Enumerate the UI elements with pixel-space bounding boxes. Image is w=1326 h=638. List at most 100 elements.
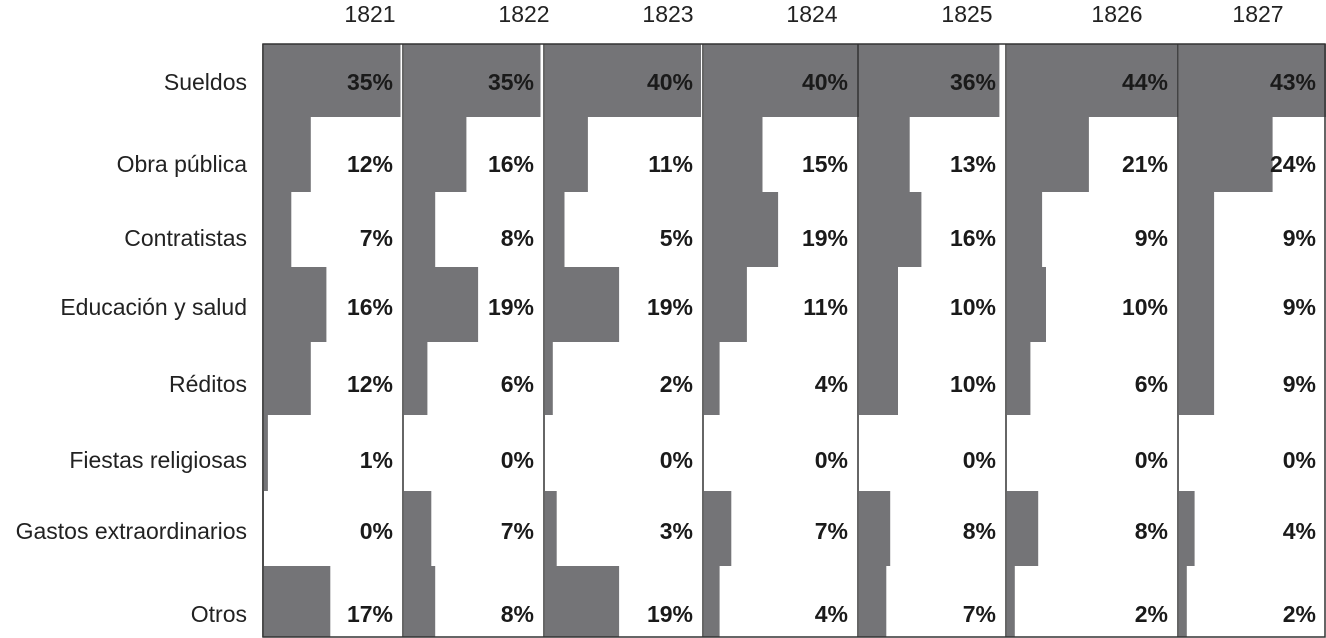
value-label-1823-7: 3%	[660, 518, 693, 544]
value-label-1823-1: 40%	[647, 69, 693, 95]
bar-1822-4	[404, 267, 479, 342]
value-label-1822-7: 7%	[501, 518, 534, 544]
value-label-1826-1: 44%	[1122, 69, 1168, 95]
bar-1822-1	[404, 44, 541, 117]
bar-1827-5	[1179, 342, 1215, 415]
value-label-1827-3: 9%	[1283, 225, 1316, 251]
bar-1824-5	[704, 342, 720, 415]
bar-1827-7	[1179, 491, 1195, 566]
value-label-1826-4: 10%	[1122, 294, 1168, 320]
value-label-1822-5: 6%	[501, 371, 534, 397]
value-label-1825-6: 0%	[963, 447, 996, 473]
value-label-1823-5: 2%	[660, 371, 693, 397]
bar-1822-3	[404, 192, 436, 267]
value-label-1821-8: 17%	[347, 601, 393, 627]
value-label-1821-6: 1%	[360, 447, 393, 473]
value-label-1822-6: 0%	[501, 447, 534, 473]
bar-1824-2	[704, 117, 763, 192]
bar-1825-4	[859, 267, 898, 342]
value-label-1825-3: 16%	[950, 225, 996, 251]
category-label-2: Obra pública	[117, 151, 248, 177]
value-label-1826-6: 0%	[1135, 447, 1168, 473]
value-label-1827-8: 2%	[1283, 601, 1316, 627]
bar-1823-8	[545, 566, 620, 637]
bar-1827-3	[1179, 192, 1215, 267]
value-label-1824-6: 0%	[815, 447, 848, 473]
value-label-1825-4: 10%	[950, 294, 996, 320]
chart-frame	[262, 43, 1326, 638]
value-label-1826-7: 8%	[1135, 518, 1168, 544]
category-label-1: Sueldos	[164, 69, 247, 95]
value-label-1823-4: 19%	[647, 294, 693, 320]
bar-1825-2	[859, 117, 910, 192]
year-label-1821: 1821	[344, 1, 395, 27]
bar-1824-4	[704, 267, 747, 342]
value-label-1822-1: 35%	[488, 69, 534, 95]
value-label-1821-2: 12%	[347, 151, 393, 177]
value-label-1823-8: 19%	[647, 601, 693, 627]
bar-1821-6	[264, 415, 268, 491]
bar-1825-8	[859, 566, 887, 637]
bar-1826-2	[1007, 117, 1089, 192]
bar-1824-8	[704, 566, 720, 637]
bar-1823-1	[545, 44, 701, 117]
value-label-1826-2: 21%	[1122, 151, 1168, 177]
bar-1824-3	[704, 192, 779, 267]
bar-1827-1	[1179, 44, 1326, 117]
bar-1822-7	[404, 491, 432, 566]
bar-1826-5	[1007, 342, 1031, 415]
value-label-1825-7: 8%	[963, 518, 996, 544]
value-label-1824-2: 15%	[802, 151, 848, 177]
year-label-1825: 1825	[941, 1, 992, 27]
value-label-1827-5: 9%	[1283, 371, 1316, 397]
year-label-1827: 1827	[1232, 1, 1283, 27]
value-label-1824-7: 7%	[815, 518, 848, 544]
value-label-1827-6: 0%	[1283, 447, 1316, 473]
value-label-1826-5: 6%	[1135, 371, 1168, 397]
category-label-4: Educación y salud	[60, 294, 247, 320]
bar-1823-7	[545, 491, 557, 566]
bar-1825-3	[859, 192, 922, 267]
value-label-1827-1: 43%	[1270, 69, 1316, 95]
value-label-1823-3: 5%	[660, 225, 693, 251]
bar-1827-2	[1179, 117, 1273, 192]
value-label-1824-5: 4%	[815, 371, 848, 397]
value-label-1827-4: 9%	[1283, 294, 1316, 320]
bar-1826-8	[1007, 566, 1015, 637]
bar-1826-3	[1007, 192, 1043, 267]
bar-1821-1	[264, 44, 401, 117]
value-label-1825-1: 36%	[950, 69, 996, 95]
bar-1821-5	[264, 342, 311, 415]
category-label-8: Otros	[191, 601, 247, 627]
value-label-1826-3: 9%	[1135, 225, 1168, 251]
year-label-1824: 1824	[786, 1, 837, 27]
bar-1826-1	[1007, 44, 1179, 117]
year-label-1826: 1826	[1091, 1, 1142, 27]
category-label-3: Contratistas	[124, 225, 247, 251]
value-label-1821-7: 0%	[360, 518, 393, 544]
bar-1825-1	[859, 44, 1000, 117]
bar-1823-2	[545, 117, 588, 192]
bar-1823-4	[545, 267, 620, 342]
value-label-1825-8: 7%	[963, 601, 996, 627]
value-label-1827-7: 4%	[1283, 518, 1316, 544]
value-label-1822-3: 8%	[501, 225, 534, 251]
value-label-1826-8: 2%	[1135, 601, 1168, 627]
bar-1826-4	[1007, 267, 1046, 342]
value-label-1823-6: 0%	[660, 447, 693, 473]
value-label-1821-4: 16%	[347, 294, 393, 320]
bar-1821-3	[264, 192, 292, 267]
year-label-1822: 1822	[498, 1, 549, 27]
bar-1824-1	[704, 44, 860, 117]
value-label-1821-1: 35%	[347, 69, 393, 95]
value-label-1825-2: 13%	[950, 151, 996, 177]
bar-1823-3	[545, 192, 565, 267]
bar-1822-8	[404, 566, 436, 637]
value-label-1827-2: 24%	[1270, 151, 1316, 177]
value-label-1821-5: 12%	[347, 371, 393, 397]
bar-1826-7	[1007, 491, 1039, 566]
value-label-1824-8: 4%	[815, 601, 848, 627]
bar-1821-4	[264, 267, 327, 342]
value-label-1824-3: 19%	[802, 225, 848, 251]
